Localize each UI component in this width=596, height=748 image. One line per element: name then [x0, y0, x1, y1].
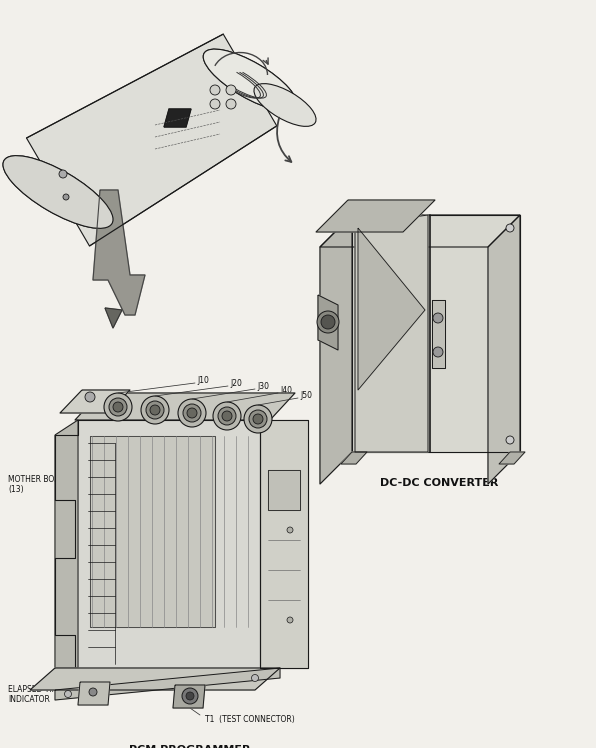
Circle shape — [146, 401, 164, 419]
Polygon shape — [164, 109, 191, 127]
Text: DC-DC CONVERTER: DC-DC CONVERTER — [380, 478, 498, 488]
Text: MOTHER BOARDS
(13): MOTHER BOARDS (13) — [8, 475, 75, 494]
Text: J50: J50 — [300, 391, 312, 400]
Polygon shape — [320, 215, 352, 484]
Circle shape — [321, 315, 335, 329]
Circle shape — [287, 527, 293, 533]
Polygon shape — [60, 390, 130, 413]
Circle shape — [226, 99, 236, 109]
Circle shape — [287, 617, 293, 623]
Polygon shape — [341, 452, 367, 464]
Circle shape — [222, 411, 232, 421]
Polygon shape — [105, 308, 122, 328]
Polygon shape — [355, 215, 428, 452]
Text: T1  (TEST CONNECTOR): T1 (TEST CONNECTOR) — [205, 715, 295, 724]
Polygon shape — [499, 452, 525, 464]
Polygon shape — [318, 295, 338, 350]
Circle shape — [183, 404, 201, 422]
Circle shape — [433, 347, 443, 357]
Circle shape — [433, 313, 443, 323]
Polygon shape — [90, 436, 215, 627]
Circle shape — [506, 224, 514, 232]
Polygon shape — [432, 300, 445, 368]
Polygon shape — [55, 420, 78, 668]
Text: J20: J20 — [230, 379, 242, 388]
Circle shape — [63, 194, 69, 200]
Ellipse shape — [3, 156, 113, 228]
Polygon shape — [78, 682, 110, 705]
Polygon shape — [75, 393, 295, 420]
Circle shape — [59, 170, 67, 178]
Circle shape — [150, 405, 160, 415]
Circle shape — [213, 402, 241, 430]
Ellipse shape — [203, 49, 297, 111]
Polygon shape — [93, 190, 145, 315]
Circle shape — [141, 396, 169, 424]
Circle shape — [252, 675, 259, 681]
Polygon shape — [316, 200, 435, 232]
Text: PCM PROGRAMMER: PCM PROGRAMMER — [129, 745, 251, 748]
Polygon shape — [260, 420, 308, 668]
Circle shape — [506, 436, 514, 444]
Polygon shape — [55, 420, 260, 668]
Polygon shape — [173, 685, 205, 708]
Circle shape — [186, 692, 194, 700]
Circle shape — [85, 392, 95, 402]
Polygon shape — [268, 470, 300, 510]
Ellipse shape — [3, 156, 113, 228]
Polygon shape — [352, 215, 520, 452]
Circle shape — [244, 405, 272, 433]
Circle shape — [187, 408, 197, 418]
Circle shape — [64, 690, 72, 697]
Polygon shape — [30, 668, 280, 690]
Ellipse shape — [254, 84, 316, 126]
Circle shape — [210, 99, 220, 109]
Circle shape — [89, 688, 97, 696]
Circle shape — [113, 402, 123, 412]
Circle shape — [226, 85, 236, 95]
Circle shape — [249, 410, 267, 428]
Circle shape — [182, 688, 198, 704]
Text: J10: J10 — [197, 376, 209, 385]
Circle shape — [210, 85, 220, 95]
Circle shape — [104, 393, 132, 421]
Polygon shape — [26, 34, 277, 246]
Circle shape — [109, 398, 127, 416]
Circle shape — [218, 407, 236, 425]
Polygon shape — [488, 215, 520, 484]
Polygon shape — [55, 668, 280, 700]
Polygon shape — [320, 215, 520, 247]
Ellipse shape — [203, 49, 297, 111]
Text: J30: J30 — [257, 382, 269, 391]
Polygon shape — [358, 228, 425, 390]
Text: ELAPSED TIME
INDICATOR: ELAPSED TIME INDICATOR — [8, 685, 63, 705]
Text: J40: J40 — [280, 386, 292, 395]
Circle shape — [253, 414, 263, 424]
Circle shape — [178, 399, 206, 427]
Circle shape — [317, 311, 339, 333]
